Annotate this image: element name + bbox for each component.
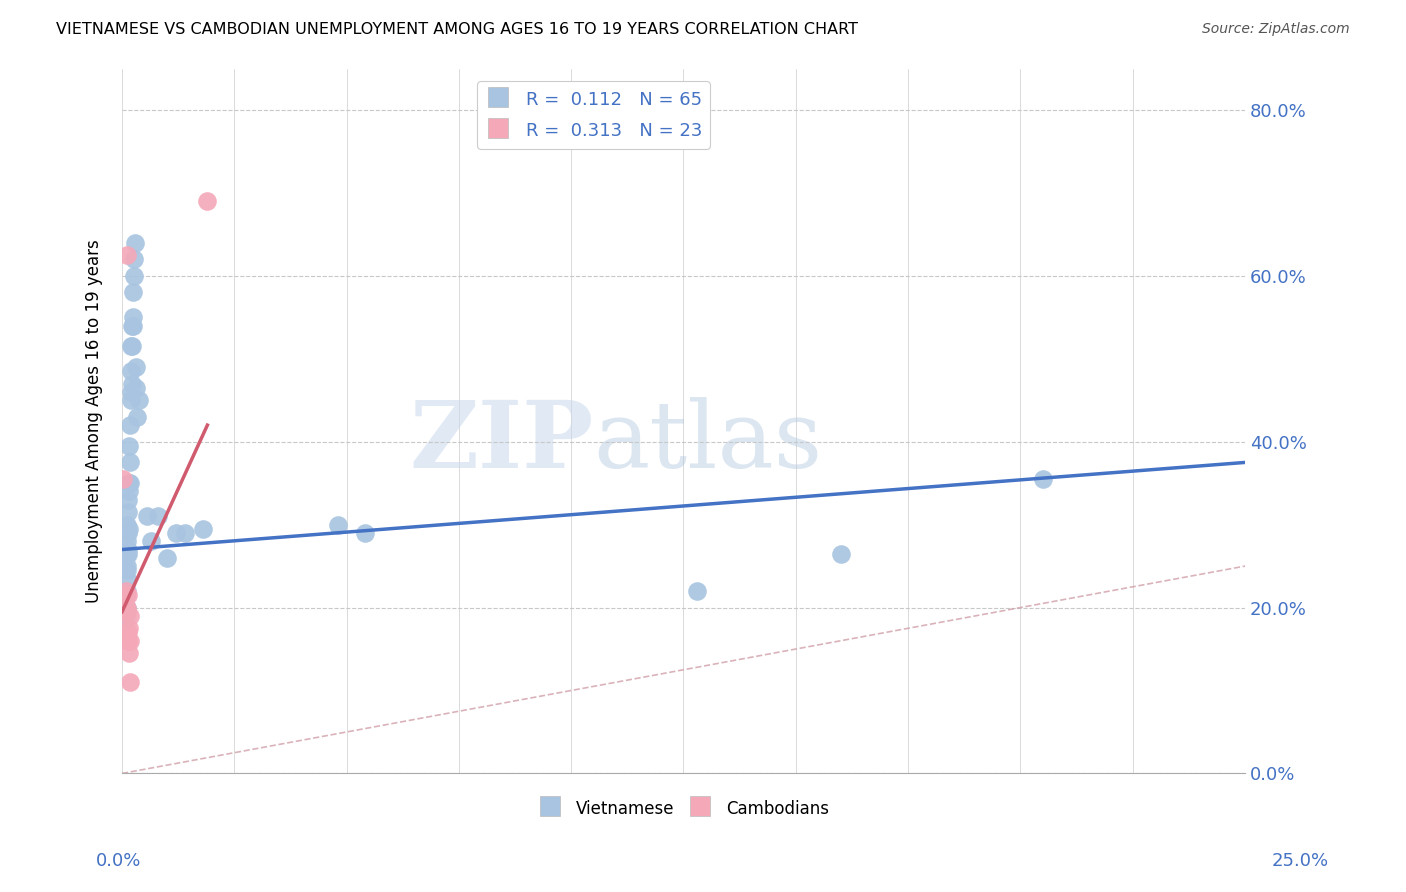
Point (117, 572, 139, 586)
Point (120, 364, 142, 378)
Point (117, 600, 139, 615)
Point (120, 384, 142, 399)
Point (191, 522, 214, 536)
Point (121, 339, 143, 353)
Point (118, 439, 141, 453)
Point (111, 592, 134, 607)
Point (118, 608, 141, 623)
Point (117, 525, 139, 540)
Point (115, 517, 138, 532)
Point (1032, 472, 1054, 486)
Point (112, 605, 135, 619)
Point (118, 476, 141, 491)
Point (117, 633, 139, 648)
Point (115, 605, 138, 619)
Point (165, 525, 187, 540)
Point (117, 505, 139, 519)
Point (141, 534, 163, 549)
Point (686, 584, 709, 599)
Point (122, 318, 145, 333)
Point (156, 550, 179, 565)
Point (112, 613, 135, 627)
Text: 0.0%: 0.0% (96, 852, 141, 870)
Point (830, 547, 852, 561)
Point (146, 509, 169, 524)
Point (326, 517, 349, 532)
Point (121, 310, 143, 325)
Point (114, 588, 136, 602)
Point (114, 605, 136, 619)
Point (121, 339, 143, 353)
Point (111, 592, 134, 607)
Point (114, 588, 136, 602)
Point (112, 472, 135, 486)
Point (122, 252, 145, 267)
Point (125, 381, 148, 395)
Point (124, 235, 146, 250)
Point (112, 600, 135, 615)
Point (120, 418, 142, 433)
Point (118, 476, 141, 491)
Point (128, 393, 150, 408)
Point (197, 194, 219, 209)
Point (121, 318, 143, 333)
Point (115, 600, 138, 615)
Point (117, 547, 139, 561)
Point (115, 547, 138, 561)
Point (114, 600, 136, 615)
Point (174, 525, 197, 540)
Text: ZIP: ZIP (409, 397, 593, 487)
Point (120, 393, 142, 408)
Point (353, 525, 375, 540)
Point (121, 285, 143, 300)
Text: Source: ZipAtlas.com: Source: ZipAtlas.com (1202, 22, 1350, 37)
Point (117, 625, 139, 640)
Point (112, 600, 135, 615)
Point (117, 588, 139, 602)
Point (135, 509, 157, 524)
Point (118, 646, 141, 660)
Point (114, 588, 136, 602)
Point (118, 633, 141, 648)
Point (114, 588, 136, 602)
Point (115, 588, 138, 602)
Text: 25.0%: 25.0% (1271, 852, 1329, 870)
Point (115, 248, 138, 262)
Point (117, 542, 139, 557)
Point (115, 605, 138, 619)
Point (112, 605, 135, 619)
Legend: Vietnamese, Cambodians: Vietnamese, Cambodians (531, 791, 837, 825)
Point (122, 268, 145, 283)
Point (115, 534, 138, 549)
Point (118, 621, 141, 635)
Point (117, 563, 139, 577)
Text: atlas: atlas (593, 397, 823, 487)
Point (115, 600, 138, 615)
Point (117, 559, 139, 574)
Point (115, 522, 138, 536)
Point (114, 584, 136, 599)
Point (114, 584, 136, 599)
Point (117, 492, 139, 507)
Point (118, 484, 141, 499)
Point (112, 608, 135, 623)
Point (120, 675, 142, 690)
Point (124, 360, 146, 375)
Point (112, 588, 135, 602)
Point (127, 409, 149, 424)
Point (118, 455, 141, 469)
Point (114, 605, 136, 619)
Point (115, 588, 138, 602)
Point (121, 376, 143, 391)
Point (112, 600, 135, 615)
Point (115, 584, 138, 599)
Y-axis label: Unemployment Among Ages 16 to 19 years: Unemployment Among Ages 16 to 19 years (86, 239, 103, 603)
Point (114, 608, 136, 623)
Point (118, 522, 141, 536)
Point (114, 600, 136, 615)
Text: VIETNAMESE VS CAMBODIAN UNEMPLOYMENT AMONG AGES 16 TO 19 YEARS CORRELATION CHART: VIETNAMESE VS CAMBODIAN UNEMPLOYMENT AMO… (56, 22, 858, 37)
